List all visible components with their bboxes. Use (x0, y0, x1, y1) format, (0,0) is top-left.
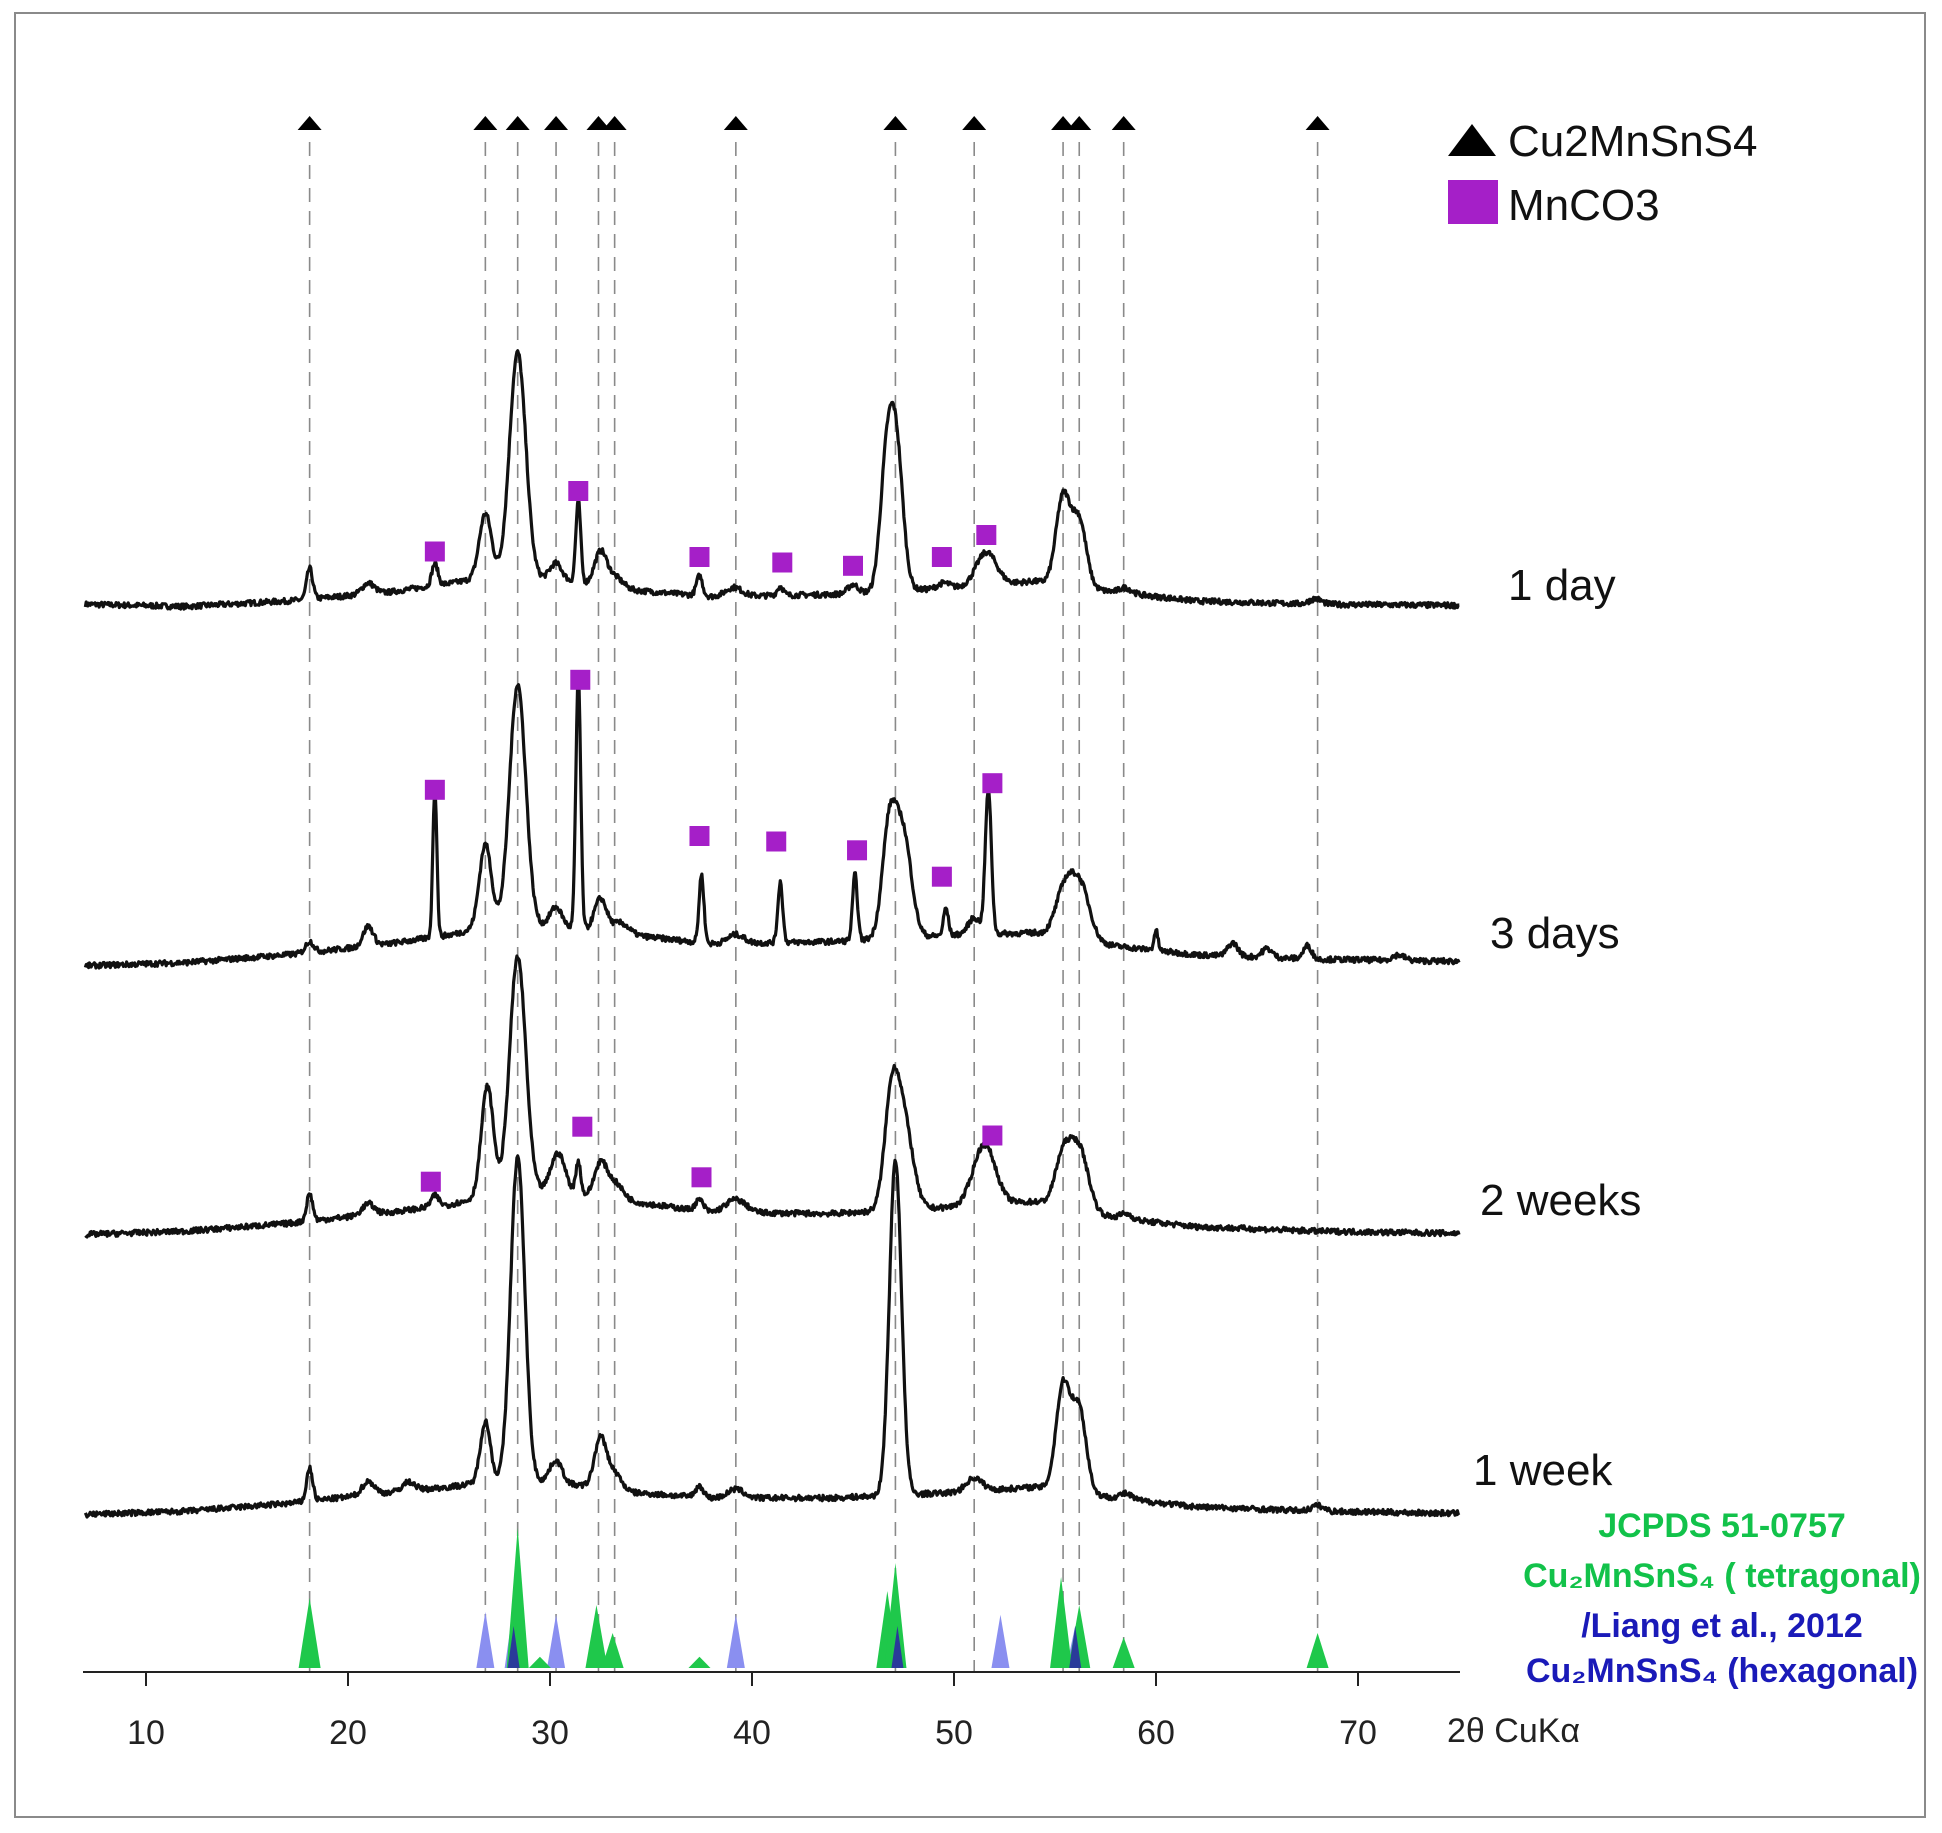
cu2mnsns4-marker-icon (883, 116, 908, 130)
mnco3-marker-icon (976, 525, 997, 545)
tetragonal-ref-peak (298, 1598, 321, 1668)
cu2mnsns4-marker-icon (297, 116, 322, 130)
ref-caption-line3: /Liang et al., 2012 (1581, 1607, 1863, 1645)
cu2mnsns4-marker-icon (505, 116, 530, 130)
series-label: 1 week (1473, 1446, 1613, 1495)
cu2mnsns4-marker-icon (473, 116, 498, 130)
cu2mnsns4-marker-icon (1051, 116, 1076, 130)
xrd-trace (83, 674, 1461, 970)
cu2mnsns4-marker-icon (544, 116, 569, 130)
legend-label-mnco3: MnCO3 (1508, 181, 1660, 230)
ref-caption-line1: JCPDS 51-0757 (1598, 1507, 1846, 1545)
mnco3-marker-icon (931, 547, 952, 567)
figure-frame (14, 12, 1926, 1818)
hexagonal-ref-peak-overlap (507, 1626, 520, 1668)
series-label: 2 weeks (1480, 1176, 1641, 1225)
mnco3-marker-icon (420, 1171, 441, 1192)
xrd-trace (83, 349, 1460, 611)
legend: Cu2MnSnS4 MnCO3 (1448, 117, 1757, 230)
tetragonal-ref-peak (688, 1656, 711, 1668)
mnco3-markers (420, 481, 1003, 1192)
xrd-traces: 1 day 3 days 2 weeks 1 week (83, 349, 1641, 1519)
hexagonal-ref-peak (726, 1614, 745, 1668)
cu2mnsns4-marker-icon (602, 116, 627, 130)
tetragonal-ref-peak (528, 1656, 551, 1668)
mnco3-marker-icon (568, 481, 589, 501)
tetragonal-ref-peak (585, 1605, 608, 1668)
mnco3-marker-icon (572, 1116, 593, 1137)
tetragonal-ref-peak (506, 1528, 529, 1668)
purple-square-icon (1448, 180, 1498, 224)
mnco3-marker-icon (931, 866, 952, 887)
ref-caption-line2: Cu₂MnSnS₄ ( tetragonal) (1523, 1557, 1921, 1595)
mnco3-marker-icon (772, 552, 793, 573)
ref-caption-line4: Cu₂MnSnS₄ (hexagonal) (1526, 1652, 1918, 1690)
cu2mnsns4-marker-icon (1111, 116, 1136, 130)
hexagonal-ref-peak-overlap (1069, 1626, 1082, 1668)
hexagonal-ref-peak-overlap (891, 1626, 904, 1668)
legend-label-cu2mnsns4: Cu2MnSnS4 (1508, 117, 1757, 166)
cu2mnsns4-marker-icon (723, 116, 748, 130)
series-label: 3 days (1490, 909, 1620, 958)
tetragonal-ref-peak (884, 1563, 907, 1668)
guide-lines (308, 142, 1319, 1672)
mnco3-marker-icon (570, 669, 591, 690)
x-tick-label: 60 (1137, 1714, 1175, 1752)
mnco3-marker-icon (847, 840, 868, 861)
mnco3-marker-icon (424, 541, 445, 562)
x-tick-label: 20 (329, 1714, 367, 1752)
reference-caption: JCPDS 51-0757 Cu₂MnSnS₄ ( tetragonal) /L… (1523, 1507, 1921, 1690)
hexagonal-ref-peak (476, 1612, 495, 1668)
cu2mnsns4-marker-icon (586, 116, 611, 130)
mnco3-marker-icon (843, 555, 863, 576)
mnco3-marker-icon (766, 831, 787, 852)
x-tick-label: 70 (1339, 1714, 1377, 1752)
reference-patterns (298, 1528, 1329, 1668)
hexagonal-ref-peak (991, 1614, 1010, 1668)
tetragonal-ref-peak (601, 1633, 624, 1668)
x-tick-label: 10 (127, 1714, 165, 1752)
hexagonal-ref-peak (547, 1614, 566, 1668)
xrd-trace (84, 954, 1461, 1239)
mnco3-marker-icon (691, 1167, 712, 1188)
mnco3-marker-icon (689, 547, 710, 567)
black-triangle-icon (1448, 124, 1496, 156)
x-tick-label: 40 (733, 1714, 771, 1752)
x-axis: 10 20 30 40 50 60 70 (83, 1671, 1460, 1752)
x-tick-label: 50 (935, 1714, 973, 1752)
xrd-trace (83, 1154, 1461, 1519)
tetragonal-ref-peak (1112, 1637, 1135, 1668)
tetragonal-ref-peak (1306, 1633, 1329, 1668)
tetragonal-ref-peak (1050, 1577, 1073, 1668)
cu2mnsns4-marker-icon (962, 116, 987, 130)
mnco3-marker-icon (424, 779, 445, 800)
series-label: 1 day (1508, 561, 1616, 610)
x-tick-label: 30 (531, 1714, 569, 1752)
mnco3-marker-icon (982, 773, 1003, 794)
mnco3-marker-icon (982, 1125, 1003, 1146)
phase-markers (297, 116, 1330, 130)
mnco3-marker-icon (689, 826, 710, 846)
cu2mnsns4-marker-icon (1067, 116, 1092, 130)
cu2mnsns4-marker-icon (1305, 116, 1330, 130)
x-axis-label: 2θ CuKα (1447, 1712, 1580, 1750)
